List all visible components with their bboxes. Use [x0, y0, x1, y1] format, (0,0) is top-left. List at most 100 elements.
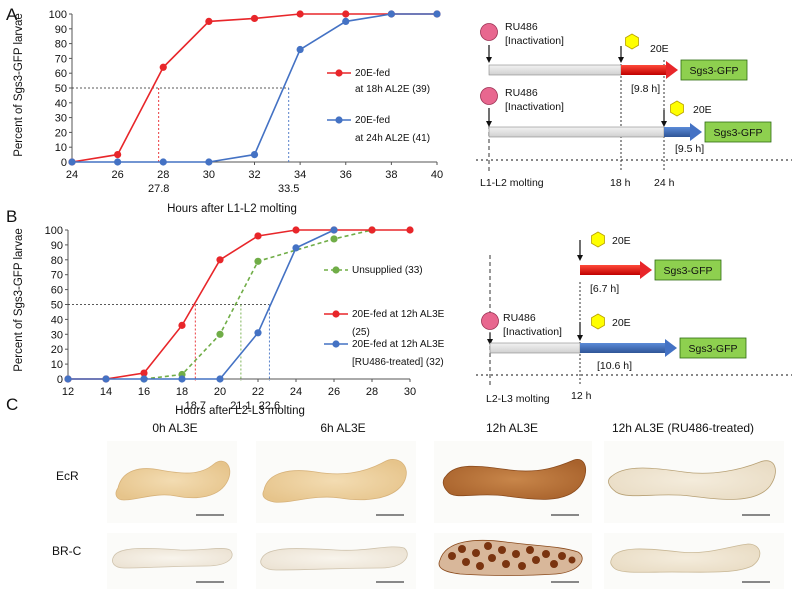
chart-a-y-tick-label: 30	[55, 113, 67, 125]
diagram-a-red-bar-1	[621, 65, 666, 75]
chart-b-y-tick-label: 30	[51, 329, 63, 341]
chart-a-y-tick-label: 0	[61, 157, 67, 169]
diagram-b-duration-2: [10.6 h]	[597, 360, 632, 372]
panel-letter-c: C	[6, 395, 18, 414]
micrograph-col-title-0h: 0h AL3E	[152, 421, 197, 435]
micrograph-ecr-12h-ru486	[604, 441, 784, 523]
hormone-20e-icon	[625, 33, 639, 50]
diagram-a-red-arrowhead	[666, 61, 678, 79]
chart-b-y-tick-label: 90	[51, 240, 63, 252]
diagram-b: 20E Sgs3-GFP [6.7 h] 20E RU486 [Inactiva…	[476, 231, 792, 405]
diagram-a-time-18h: 18 h	[610, 177, 631, 189]
chart-b-series-2-point	[102, 375, 110, 383]
chart-a-series-1-point	[342, 17, 350, 25]
micrograph-col-title-12h: 12h AL3E	[486, 421, 538, 435]
salivary-gland-tissue	[260, 546, 408, 571]
chart-a-x-tick-label: 24	[66, 169, 78, 181]
salivary-gland-tissue	[442, 458, 587, 500]
diagram-b-reporter-box-1	[654, 259, 722, 281]
chart-a: Percent of Sgs3-GFP larvae Hours after L…	[13, 9, 443, 215]
micrograph-panel: 0h AL3E 6h AL3E 12h AL3E 12h AL3E (RU486…	[52, 421, 784, 589]
chart-b-ylabel: Percent of Sgs3-GFP larvae	[13, 228, 25, 372]
diagram-b-gray-bar	[489, 342, 581, 354]
diagram-b-time-molting: L2-L3 molting	[486, 393, 550, 405]
micrograph-ecr-12h	[434, 441, 592, 523]
diagram-b-time-12h: 12 h	[571, 390, 592, 402]
micrograph-brc-0h	[107, 533, 237, 589]
diagram-b-red-arrowhead	[640, 261, 652, 279]
chart-b-series-1-point	[216, 256, 224, 264]
chart-a-xlabel: Hours after L1-L2 molting	[167, 203, 297, 215]
chart-b-series-2-point	[64, 375, 72, 383]
diagram-a-reporter-box-1	[680, 59, 748, 81]
chart-b-series-1-point	[178, 321, 186, 329]
chart-b-x-tick-label: 16	[138, 386, 150, 398]
chart-a-half-marker-label: 33.5	[278, 183, 299, 195]
chart-b-x-tick-label: 22	[252, 386, 264, 398]
chart-a-y-tick-label: 10	[55, 142, 67, 154]
diagram-b-reporter-box-2	[679, 337, 747, 359]
chart-b-series-0-line	[143, 229, 373, 380]
chart-b-series-1-point	[368, 226, 376, 234]
diagram-a-inactivation-label: [Inactivation]	[505, 35, 564, 47]
diagram-b-reporter-1: Sgs3-GFP	[663, 265, 712, 277]
legend-b-blue-line1: 20E-fed at 12h AL3E	[352, 339, 445, 350]
legend-a-blue-marker	[335, 116, 343, 124]
legend-b-red-line2: (25)	[352, 327, 370, 338]
micrograph-ecr-6h	[256, 441, 416, 523]
diagram-a-duration-1: [9.8 h]	[631, 83, 660, 95]
diagram-a-ru486-label-2: RU486	[505, 87, 538, 99]
diagram-a-time-molting: L1-L2 molting	[480, 177, 544, 189]
chart-a-y-tick-label: 100	[49, 9, 67, 21]
diagram-a-reporter-1: Sgs3-GFP	[689, 65, 738, 77]
chart-b-series-1-line	[68, 229, 410, 380]
diagram-a-ru486-label: RU486	[505, 21, 538, 33]
salivary-gland-tissue	[610, 543, 761, 573]
chart-b-x-tick-label: 20	[214, 386, 226, 398]
chart-a-series-0-point	[296, 10, 304, 18]
chart-b-x-tick-label: 18	[176, 386, 188, 398]
chart-b-half-marker-label: 18.7	[185, 400, 206, 412]
chart-b-series-2-point	[254, 329, 262, 337]
chart-a-x-tick-label: 26	[112, 169, 124, 181]
chart-a-series-0-point	[342, 10, 350, 18]
diagram-a-time-24h: 24 h	[654, 177, 675, 189]
chart-a-x-tick-label: 28	[157, 169, 169, 181]
micrograph-brc-12h-ru486	[604, 533, 784, 589]
arrow-down-icon	[577, 335, 583, 341]
legend-a-red-line1: 20E-fed	[355, 68, 390, 79]
stained-nuclei	[448, 542, 576, 570]
chart-b-half-marker-label: 22.6	[259, 400, 280, 412]
chart-b-series-2-point	[140, 375, 148, 383]
panel-letter-b: B	[6, 207, 17, 226]
arrow-down-icon	[618, 57, 624, 63]
diagram-a-reporter-2: Sgs3-GFP	[713, 127, 762, 139]
salivary-gland-tissue	[262, 459, 407, 503]
chart-b-series-0-point	[330, 235, 338, 243]
diagram-b-20e-label-2: 20E	[612, 317, 631, 329]
legend-b-blue-line2: [RU486-treated] (32)	[352, 357, 444, 368]
chart-a-ylabel: Percent of Sgs3-GFP larvae	[13, 13, 25, 157]
chart-b-y-tick-label: 40	[51, 314, 63, 326]
chart-b-x-tick-label: 12	[62, 386, 74, 398]
chart-b-series-2-point	[216, 375, 224, 383]
chart-b-x-tick-label: 14	[100, 386, 112, 398]
chart-b-series-1-point	[292, 226, 300, 234]
legend-b-red-line1: 20E-fed at 12h AL3E	[352, 309, 445, 320]
chart-b-x-tick-label: 26	[328, 386, 340, 398]
salivary-gland-tissue	[112, 547, 233, 569]
chart-a-y-tick-label: 50	[55, 83, 67, 95]
diagram-a-duration-2: [9.5 h]	[675, 143, 704, 155]
chart-a-y-tick-label: 80	[55, 39, 67, 51]
chart-b-legend: Unsupplied (33) 20E-fed at 12h AL3E (25)…	[324, 265, 445, 368]
diagram-b-blue-bar	[580, 343, 665, 353]
diagram-a-blue-bar-2	[664, 127, 690, 137]
hormone-20e-icon	[591, 313, 605, 330]
chart-a-y-tick-label: 20	[55, 127, 67, 139]
chart-a-series-0-point	[159, 63, 167, 71]
chart-b-series-0-point	[216, 330, 224, 338]
salivary-gland-tissue	[115, 460, 231, 501]
diagram-a-20e-label-1: 20E	[650, 43, 669, 55]
micrograph-row-label-brc: BR-C	[52, 544, 82, 558]
